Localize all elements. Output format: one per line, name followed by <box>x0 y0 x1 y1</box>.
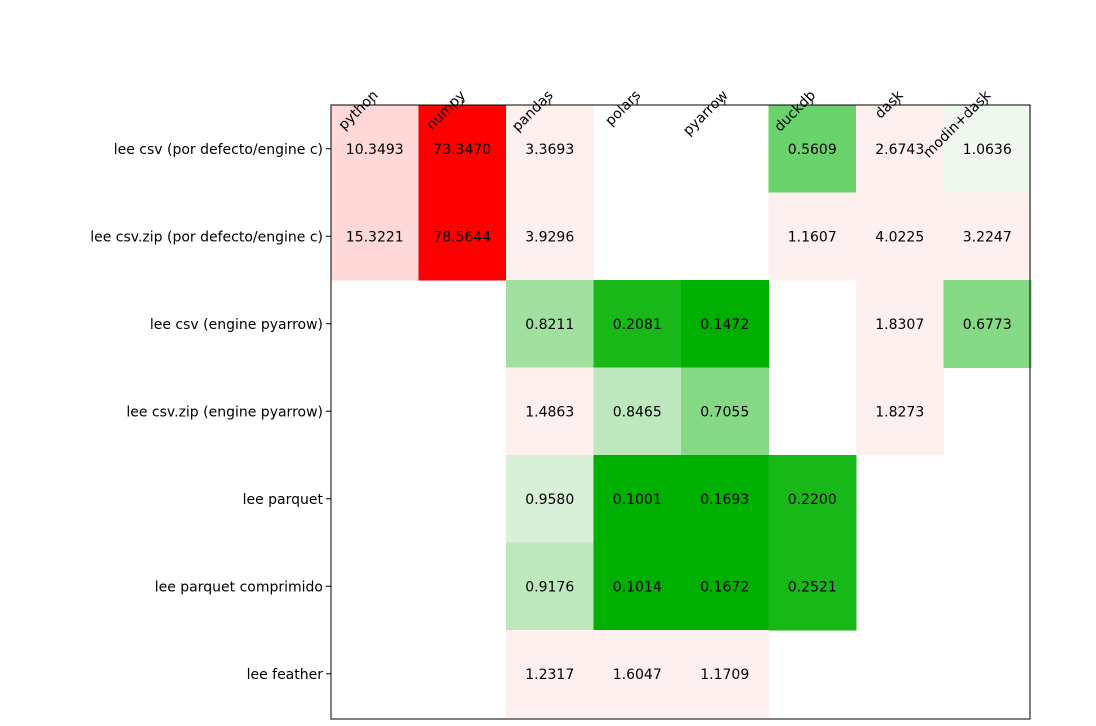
plot-frame <box>330 104 1031 720</box>
heatmap-cell <box>506 105 594 193</box>
heatmap-cell <box>331 105 419 193</box>
y-tick-label: lee csv.zip (por defecto/engine c) <box>90 229 323 245</box>
x-tick-label: polars <box>602 88 644 130</box>
cell-value-label: 0.8211 <box>525 317 574 333</box>
cell-value-label: 2.6743 <box>875 142 924 158</box>
cell-value-label: 78.5644 <box>433 229 491 245</box>
cell-value-label: 0.8465 <box>613 404 662 420</box>
y-axis: lee csv (por defecto/engine c) lee csv.zi… <box>90 142 331 683</box>
heatmap-cell <box>506 542 594 631</box>
heatmap-cell <box>943 105 1032 193</box>
heatmap-cell <box>856 367 944 456</box>
heatmap-cell <box>418 192 507 281</box>
heatmap-cell <box>768 542 857 631</box>
cell-value-label: 0.1472 <box>700 317 749 333</box>
cell-value-label: 0.2081 <box>613 317 662 333</box>
cell-value-label: 4.0225 <box>875 229 924 245</box>
heatmap-cell <box>593 455 682 543</box>
heatmap-cell <box>681 630 769 718</box>
heatmap-cell <box>593 630 682 718</box>
heatmap-cell <box>593 542 682 631</box>
cell-value-label: 1.0636 <box>963 142 1012 158</box>
cell-value-label: 1.6047 <box>613 667 662 683</box>
heatmap-cell-labels: 10.3493 73.3470 3.3693 0.5609 2.6743 1.0636 15… <box>346 142 1012 683</box>
y-tick-label: lee parquet comprimido <box>155 579 323 595</box>
heatmap-cell <box>593 367 682 456</box>
heatmap-cell <box>506 630 594 718</box>
heatmap-cell <box>768 455 857 543</box>
heatmap-cell <box>768 192 857 281</box>
cell-value-label: 1.2317 <box>525 667 574 683</box>
heatmap-cell <box>768 105 857 193</box>
heatmap-cell <box>681 280 769 368</box>
heatmap-cell <box>593 280 682 368</box>
y-tick-label: lee feather <box>247 667 324 683</box>
heatmap-cell <box>506 280 594 368</box>
heatmap-cell <box>681 367 769 456</box>
cell-value-label: 3.3693 <box>525 142 574 158</box>
cell-value-label: 0.1693 <box>700 492 749 508</box>
cell-value-label: 0.2521 <box>788 579 837 595</box>
heatmap-cell <box>506 455 594 543</box>
cell-value-label: 3.2247 <box>963 229 1012 245</box>
cell-value-label: 0.1014 <box>613 579 662 595</box>
cell-value-label: 15.3221 <box>346 229 404 245</box>
cell-value-label: 1.8273 <box>875 404 924 420</box>
heatmap-cell <box>856 192 944 281</box>
heatmap-cell <box>418 105 507 193</box>
y-tick-label: lee csv.zip (engine pyarrow) <box>126 404 323 420</box>
cell-value-label: 0.7055 <box>700 404 749 420</box>
heatmap-cell <box>943 192 1032 281</box>
heatmap-cell <box>506 367 594 456</box>
cell-value-label: 0.6773 <box>963 317 1012 333</box>
cell-value-label: 1.8307 <box>875 317 924 333</box>
cell-value-label: 0.1672 <box>700 579 749 595</box>
heatmap-cell <box>856 105 944 193</box>
heatmap-cell <box>681 542 769 631</box>
cell-value-label: 0.2200 <box>788 492 837 508</box>
heatmap-cells <box>331 105 1032 718</box>
y-tick-label: lee csv (por defecto/engine c) <box>114 142 323 158</box>
cell-value-label: 10.3493 <box>346 142 404 158</box>
heatmap-cell <box>506 192 594 281</box>
heatmap-cell <box>856 280 944 368</box>
cell-value-label: 0.9580 <box>525 492 574 508</box>
y-tick-label: lee csv (engine pyarrow) <box>150 317 323 333</box>
heatmap-cell <box>943 280 1032 368</box>
x-tick-label: pyarrow <box>680 88 731 139</box>
y-tick-label: lee parquet <box>243 492 324 508</box>
heatmap-cell <box>681 455 769 543</box>
cell-value-label: 0.9176 <box>525 579 574 595</box>
cell-value-label: 1.1607 <box>788 229 837 245</box>
cell-value-label: 3.9296 <box>525 229 574 245</box>
cell-value-label: 0.1001 <box>613 492 662 508</box>
cell-value-label: 0.5609 <box>788 142 837 158</box>
heatmap-cell <box>331 192 419 281</box>
cell-value-label: 73.3470 <box>433 142 491 158</box>
cell-value-label: 1.1709 <box>700 667 749 683</box>
cell-value-label: 1.4863 <box>525 404 574 420</box>
